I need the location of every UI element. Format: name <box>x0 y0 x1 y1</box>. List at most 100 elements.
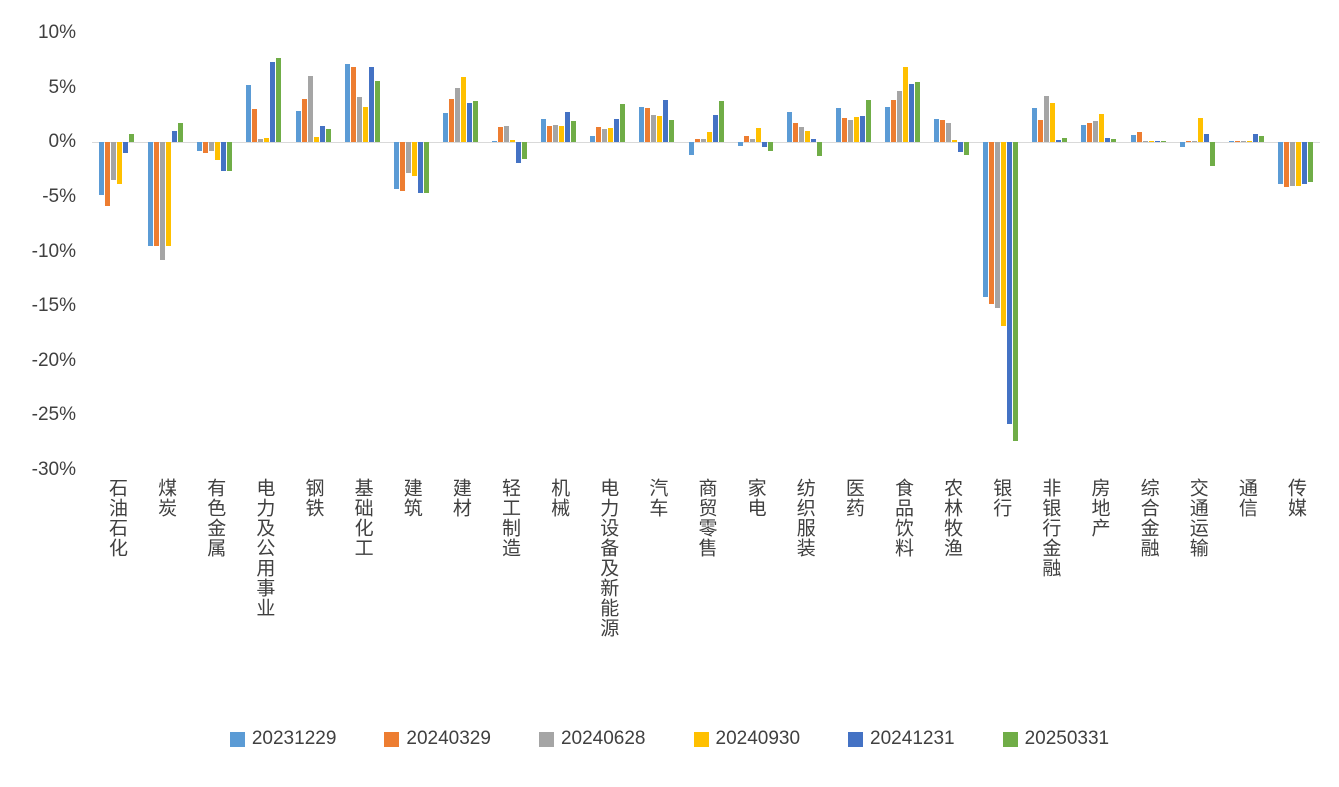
bar <box>411 142 417 177</box>
bar <box>896 90 902 143</box>
bar <box>1240 141 1246 143</box>
bar <box>504 125 510 143</box>
bar <box>460 76 466 143</box>
bar <box>472 100 478 143</box>
bar <box>890 99 896 143</box>
bar <box>466 102 472 143</box>
bar <box>651 114 657 143</box>
bar <box>307 75 313 143</box>
bar <box>399 142 405 192</box>
bar <box>688 142 694 156</box>
y-tick-label: 5% <box>48 76 76 98</box>
bar <box>510 140 516 143</box>
zero-axis-line <box>92 142 1320 144</box>
bar <box>859 116 865 143</box>
bar <box>602 129 608 143</box>
bar <box>172 131 178 143</box>
bar <box>743 135 749 143</box>
category-label: 通信 <box>1235 478 1257 518</box>
bar <box>700 138 706 143</box>
category-label: 基础化工 <box>351 478 373 558</box>
y-tick-label: 10% <box>37 22 76 43</box>
y-tick-label: -30% <box>31 459 76 480</box>
bar <box>1197 118 1203 143</box>
bar <box>1307 142 1313 182</box>
bar <box>160 142 166 261</box>
bar <box>884 107 890 143</box>
y-axis: 10% 5% 0% -5% -10% -15% -20% -25% -30% <box>0 0 82 787</box>
bar <box>1191 141 1197 143</box>
y-tick-label: -15% <box>31 295 76 317</box>
bar <box>995 142 1001 309</box>
bar <box>1148 141 1154 143</box>
category-label: 有色金属 <box>204 478 226 558</box>
bar <box>1007 142 1013 425</box>
bar <box>1001 142 1007 326</box>
legend-swatch <box>538 731 554 747</box>
x-axis-labels: 石油石化 煤炭 有色金属 电力及公用事业 钢铁 基础化工 建筑 建材 轻工制造 机械 电力设备及新能… <box>92 478 1320 713</box>
bar <box>964 142 970 156</box>
bar <box>1056 140 1062 143</box>
category-label: 综合金融 <box>1137 478 1159 558</box>
bar <box>1234 141 1240 143</box>
bar <box>454 87 460 143</box>
bar <box>522 142 528 159</box>
category-label: 农林牧渔 <box>941 478 963 558</box>
bar <box>694 138 700 143</box>
bar <box>154 142 160 247</box>
bar <box>1246 141 1252 143</box>
category-label: 机械 <box>548 478 570 518</box>
y-tick-label: -5% <box>42 185 76 207</box>
bar <box>952 140 958 143</box>
y-tick-label: 0% <box>48 131 76 153</box>
bar <box>712 114 718 143</box>
category-label: 房地产 <box>1088 478 1110 538</box>
category-label: 医药 <box>842 478 864 518</box>
bar <box>197 142 203 151</box>
bar <box>847 120 853 143</box>
bar <box>835 108 841 143</box>
bar <box>596 126 602 143</box>
bar <box>1013 142 1019 441</box>
bar <box>792 122 798 143</box>
bar <box>1044 96 1050 143</box>
bar <box>356 97 362 143</box>
bar <box>313 136 319 143</box>
category-label: 建筑 <box>400 478 422 518</box>
legend-label: 20231229 <box>251 728 337 749</box>
bar <box>1136 132 1142 143</box>
bar <box>1032 108 1038 143</box>
bar <box>865 99 871 143</box>
bar <box>301 98 307 143</box>
category-label: 石油石化 <box>106 478 128 558</box>
bar <box>129 133 135 143</box>
bar <box>264 137 270 143</box>
bar <box>209 142 215 151</box>
bar <box>111 142 117 181</box>
bar <box>1099 113 1105 143</box>
bar <box>1228 141 1234 143</box>
bar <box>448 98 454 143</box>
bar <box>344 63 350 143</box>
bar <box>983 142 989 298</box>
bar <box>1154 141 1160 143</box>
category-label: 交通运输 <box>1186 478 1208 558</box>
bar <box>295 110 301 143</box>
legend-item: 20240628 <box>538 728 646 750</box>
bar <box>1283 142 1289 188</box>
legend-label: 20240329 <box>406 728 491 749</box>
bar <box>1111 138 1117 143</box>
bar <box>718 100 724 143</box>
legend-label: 20240628 <box>560 728 646 749</box>
bar <box>706 132 712 143</box>
bar <box>1062 137 1068 143</box>
legend-item: 20250331 <box>1002 728 1109 750</box>
bar <box>1203 133 1209 143</box>
bar <box>1252 133 1258 143</box>
bar <box>99 142 105 195</box>
bar <box>246 85 252 143</box>
bar <box>1142 141 1148 143</box>
bar <box>417 142 423 193</box>
category-label: 轻工制造 <box>499 478 521 558</box>
